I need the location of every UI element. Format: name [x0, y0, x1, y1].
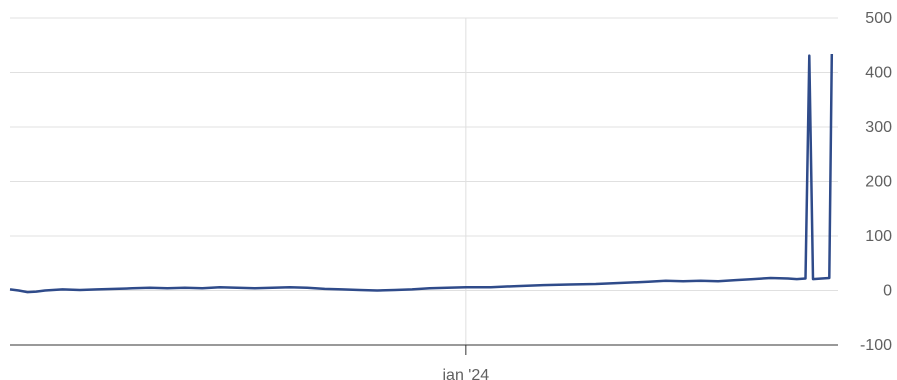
series-layer	[9, 53, 834, 294]
y-tick-label: 100	[865, 228, 892, 245]
y-tick-label: -100	[860, 337, 892, 354]
grid-layer	[10, 17, 838, 345]
y-tick-label: 200	[865, 174, 892, 191]
y-tick-label: 400	[865, 65, 892, 82]
y-tick-label: 500	[865, 10, 892, 27]
axis-layer	[10, 344, 838, 355]
y-tick-label: 0	[883, 283, 892, 300]
series-line	[9, 53, 834, 294]
label-layer: 500 400 300 200 100 0 -100 jan '24	[442, 10, 893, 380]
x-tick-label: jan '24	[442, 367, 490, 380]
y-tick-label: 300	[865, 119, 892, 136]
